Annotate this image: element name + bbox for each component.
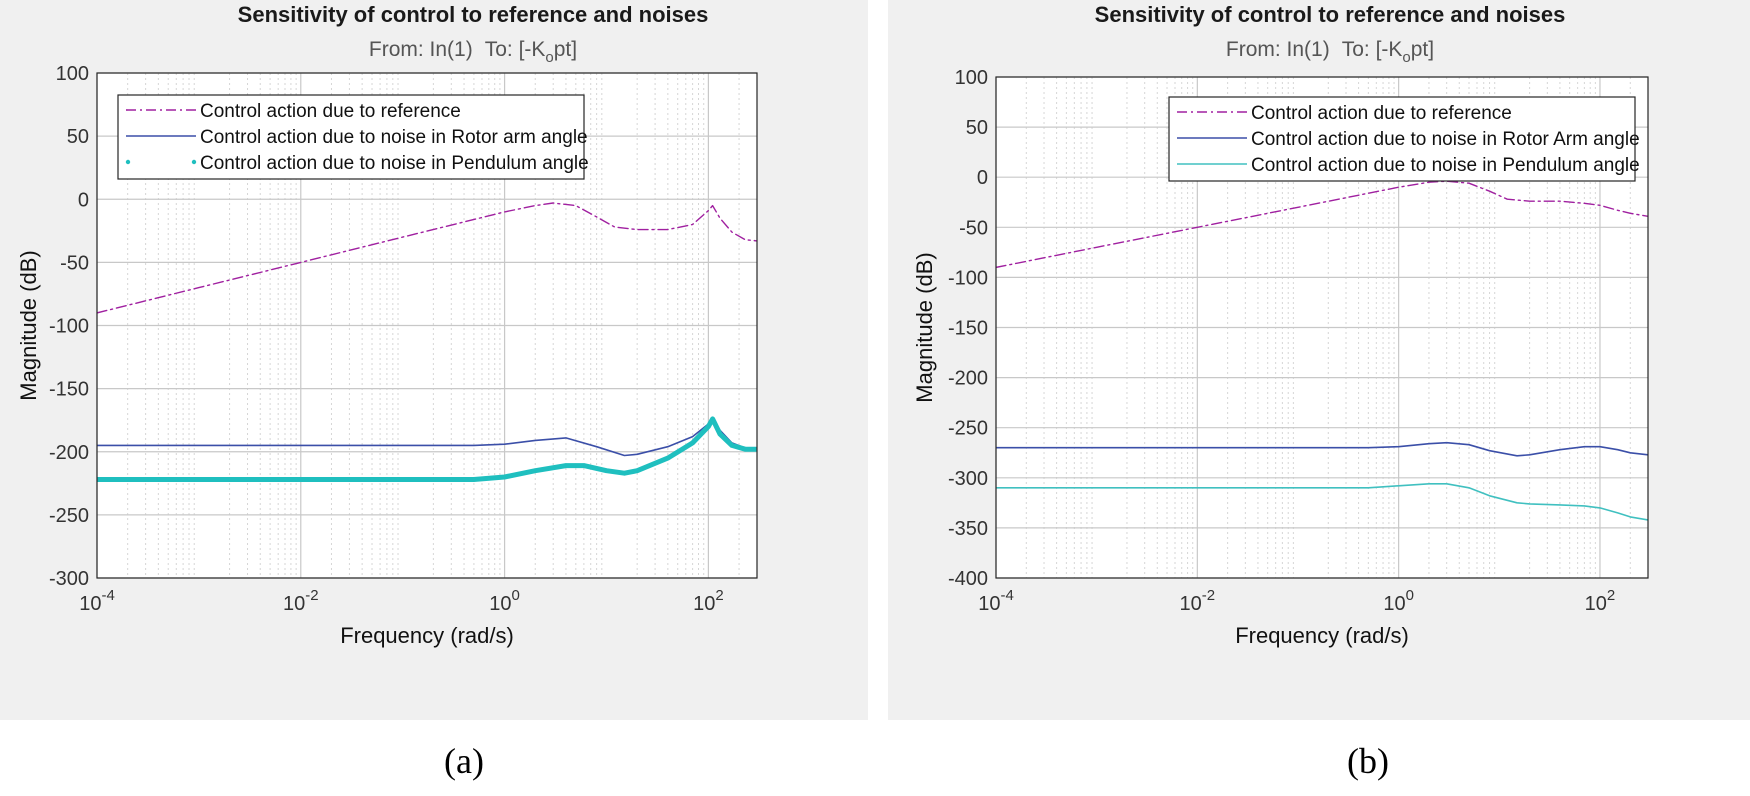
legend-label-1: Control action due to reference: [200, 101, 461, 122]
chart-title: Sensitivity of control to reference and …: [1095, 2, 1566, 27]
x-tick-label: 10-2: [1180, 587, 1216, 615]
y-tick-label: -200: [948, 368, 988, 390]
x-tick-base: 10: [1383, 593, 1405, 615]
x-tick-exp: -2: [1202, 587, 1215, 604]
legend: Control action due to reference Control a…: [117, 94, 589, 180]
panel-b: Sensitivity of control to reference and …: [888, 0, 1750, 720]
legend-swatch-3: [125, 159, 131, 165]
x-tick-base: 10: [693, 593, 715, 615]
series-group: [996, 180, 1648, 521]
legend: Control action due to reference Control a…: [1168, 96, 1640, 182]
legend-box: [1168, 96, 1636, 182]
subtitle-to-prefix: To: [-K: [1342, 38, 1403, 61]
legend-label-1: Control action due to reference: [1251, 103, 1512, 124]
y-tick-label: -250: [49, 505, 89, 527]
x-tick-exp: 0: [512, 587, 520, 604]
x-tick-base: 10: [1180, 593, 1202, 615]
y-tick-label: -100: [49, 316, 89, 338]
x-axis-label: Frequency (rad/s): [1235, 623, 1409, 648]
legend-label-3: Control action due to noise in Pendulum …: [200, 153, 589, 174]
y-tick-label: -150: [948, 318, 988, 340]
x-tick-exp: 2: [715, 587, 723, 604]
x-tick-label: 100: [1383, 587, 1414, 615]
subtitle-from: From: In(1): [369, 38, 473, 61]
x-tick-label: 10-2: [283, 587, 319, 615]
x-tick-label: 102: [1585, 587, 1616, 615]
legend-swatch-3-end: [191, 159, 197, 165]
legend-box: [117, 94, 585, 180]
axes-box: [96, 72, 758, 579]
series-line-1: [97, 202, 757, 314]
y-tick-label: 50: [966, 117, 988, 139]
chart-a: Sensitivity of control to reference and …: [16, 2, 758, 648]
legend-label-2: Control action due to noise in Rotor arm…: [200, 127, 588, 148]
caption-a: (a): [444, 741, 484, 781]
y-tick-label: 50: [67, 126, 89, 148]
y-tick-label: -400: [948, 568, 988, 590]
y-tick-label: -150: [49, 379, 89, 401]
y-tick-label: -200: [49, 442, 89, 464]
subtitle-to-suffix: pt]: [1411, 38, 1434, 61]
y-tick-label: 100: [56, 63, 89, 85]
y-tick-label: 100: [955, 67, 988, 89]
x-axis-label: Frequency (rad/s): [340, 623, 514, 648]
y-tick-label: -50: [60, 252, 89, 274]
subtitle-to-sub: o: [1402, 49, 1410, 66]
x-tick-label: 102: [693, 587, 724, 615]
chart-subtitle: From: In(1) To: [-Kopt]: [369, 38, 577, 66]
chart-b: Sensitivity of control to reference and …: [912, 2, 1649, 648]
y-axis-label: Magnitude (dB): [16, 250, 41, 400]
x-tick-exp: 0: [1406, 587, 1414, 604]
y-tick-label: -300: [49, 568, 89, 590]
series-line-3: [97, 416, 757, 482]
y-tick-label: -350: [948, 518, 988, 540]
x-tick-label: 10-4: [79, 587, 115, 615]
series-group: [97, 202, 757, 482]
minor-grid: [127, 73, 740, 578]
subtitle-to-sub: o: [545, 49, 553, 66]
axes-box: [995, 76, 1649, 579]
series-line-2: [996, 441, 1648, 457]
y-tick-label: 0: [78, 189, 89, 211]
x-tick-base: 10: [79, 593, 101, 615]
subtitle-to-suffix: pt]: [554, 38, 577, 61]
x-tick-label: 100: [489, 587, 520, 615]
y-tick-label: -300: [948, 468, 988, 490]
x-tick-base: 10: [283, 593, 305, 615]
legend-label-2: Control action due to noise in Rotor Arm…: [1251, 129, 1640, 150]
subtitle-from: From: In(1): [1226, 38, 1330, 61]
y-tick-label: -50: [959, 217, 988, 239]
y-tick-label: -100: [948, 267, 988, 289]
x-tick-exp: -4: [101, 587, 114, 604]
x-tick-base: 10: [489, 593, 511, 615]
chart-title: Sensitivity of control to reference and …: [238, 2, 709, 27]
x-tick-exp: -2: [305, 587, 318, 604]
x-tick-base: 10: [1585, 593, 1607, 615]
x-tick-base: 10: [978, 593, 1000, 615]
series-line-3: [996, 482, 1648, 521]
chart-subtitle: From: In(1) To: [-Kopt]: [1226, 38, 1434, 66]
panel-a: Sensitivity of control to reference and …: [0, 0, 868, 720]
caption-b: (b): [1347, 741, 1389, 781]
x-tick-exp: -4: [1000, 587, 1013, 604]
series-line-2: [97, 416, 757, 457]
y-tick-label: -250: [948, 418, 988, 440]
subtitle-to-prefix: To: [-K: [485, 38, 546, 61]
series-line-1: [996, 180, 1648, 269]
legend-label-3: Control action due to noise in Pendulum …: [1251, 155, 1640, 176]
y-tick-label: 0: [977, 167, 988, 189]
x-tick-exp: 2: [1607, 587, 1615, 604]
y-axis-label: Magnitude (dB): [912, 252, 937, 402]
x-tick-label: 10-4: [978, 587, 1014, 615]
